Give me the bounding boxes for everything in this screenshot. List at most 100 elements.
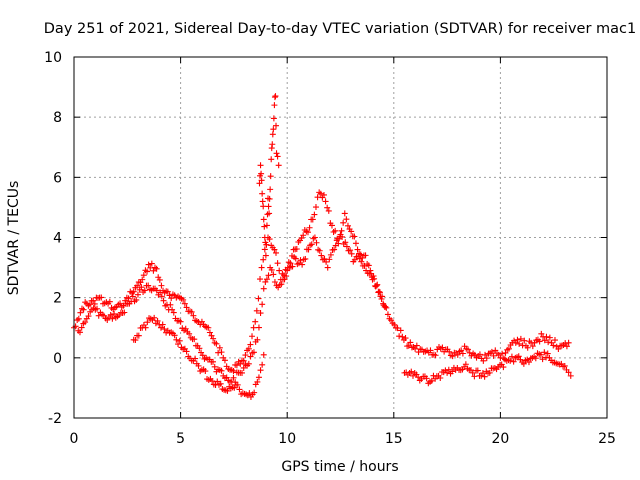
x-tick-label: 25: [598, 431, 616, 447]
data-point-fill: [106, 298, 113, 305]
data-point: [211, 363, 218, 370]
data-point: [77, 309, 84, 316]
data-point: [341, 210, 348, 217]
data-point-fill: [512, 339, 519, 346]
data-point-fill: [335, 235, 342, 242]
data-point-fill: [210, 358, 217, 365]
data-point-fill: [565, 369, 572, 376]
x-axis-label: GPS time / hours: [281, 459, 398, 475]
data-point-fill: [532, 355, 539, 362]
data-point-fill: [250, 324, 257, 331]
data-point-fill: [483, 355, 490, 362]
data-point-fill: [546, 334, 553, 341]
data-point-fill: [117, 300, 124, 307]
data-point-fill: [121, 309, 128, 316]
x-tick-label: 5: [176, 431, 185, 447]
data-point-fill: [157, 289, 164, 296]
data-point-fill: [539, 356, 546, 363]
data-point-fill: [180, 296, 187, 303]
data-point-fill: [379, 293, 386, 300]
data-point-fill: [76, 329, 83, 336]
data-point: [343, 243, 350, 250]
data-point-fill: [209, 378, 216, 385]
data-point-fill: [151, 314, 158, 321]
data-point-fill: [214, 378, 221, 385]
data-point-fill: [407, 339, 414, 346]
data-point-fill: [91, 300, 98, 307]
data-point-fill: [502, 349, 509, 356]
data-point: [158, 282, 165, 289]
data-point-fill: [98, 294, 105, 301]
data-point-fill: [259, 361, 266, 368]
data-point-fill: [134, 282, 141, 289]
data-point-fill: [396, 333, 403, 340]
data-point-fill: [270, 115, 277, 122]
data-point-fill: [267, 173, 274, 180]
data-points: [71, 93, 574, 400]
x-tick-label: 0: [70, 431, 79, 447]
data-point-fill: [297, 257, 304, 264]
data-point-fill: [464, 346, 471, 353]
data-point-fill: [111, 310, 118, 317]
data-point-fill: [563, 343, 570, 350]
data-point-fill: [142, 324, 149, 331]
data-point-fill: [144, 268, 151, 275]
data-point-fill: [343, 216, 350, 223]
data-point: [130, 288, 137, 295]
data-point-fill: [313, 239, 320, 246]
data-point-fill: [517, 335, 524, 342]
data-point-fill: [199, 352, 206, 359]
data-point-fill: [415, 374, 422, 381]
data-point-fill: [302, 255, 309, 262]
data-point-fill: [94, 305, 101, 312]
data-point: [266, 210, 273, 217]
data-point-fill: [371, 275, 378, 282]
data-point-fill: [95, 312, 102, 319]
data-point-fill: [342, 239, 349, 246]
data-point-fill: [80, 306, 87, 313]
data-point-fill: [170, 309, 177, 316]
data-point: [260, 351, 267, 358]
data-point: [567, 372, 574, 379]
data-point: [258, 177, 265, 184]
data-point-fill: [221, 357, 228, 364]
data-point-fill: [133, 296, 140, 303]
data-point-fill: [508, 353, 515, 360]
data-point-fill: [273, 122, 280, 129]
data-point-fill: [191, 336, 198, 343]
data-point-fill: [216, 344, 223, 351]
data-point-fill: [428, 377, 435, 384]
data-point-fill: [515, 353, 522, 360]
data-point-fill: [218, 367, 225, 374]
data-point: [309, 216, 316, 223]
data-point-fill: [340, 219, 347, 226]
data-point-fill: [270, 271, 277, 278]
data-point: [258, 264, 265, 271]
data-point: [260, 285, 267, 292]
y-tick-label: 2: [53, 291, 62, 307]
data-point: [164, 288, 171, 295]
data-point-fill: [397, 327, 404, 334]
data-point-fill: [167, 301, 174, 308]
data-point-fill: [332, 242, 339, 249]
data-point: [454, 351, 461, 358]
y-tick-label: 4: [53, 231, 62, 247]
y-tick-label: 8: [53, 110, 62, 126]
data-point-fill: [182, 325, 189, 332]
data-point-fill: [156, 276, 163, 283]
data-point: [375, 288, 382, 295]
data-point: [299, 261, 306, 268]
data-point-fill: [233, 362, 240, 369]
data-point-fill: [195, 362, 202, 369]
data-point: [537, 351, 544, 358]
data-point-fill: [413, 342, 420, 349]
data-point-fill: [261, 246, 268, 253]
data-point-fill: [281, 276, 288, 283]
data-point-fill: [234, 381, 241, 388]
data-point: [160, 297, 167, 304]
data-point-fill: [138, 284, 145, 291]
data-point-fill: [332, 227, 339, 234]
data-point-fill: [257, 367, 264, 374]
data-point-fill: [140, 272, 147, 279]
data-point-fill: [255, 295, 262, 302]
